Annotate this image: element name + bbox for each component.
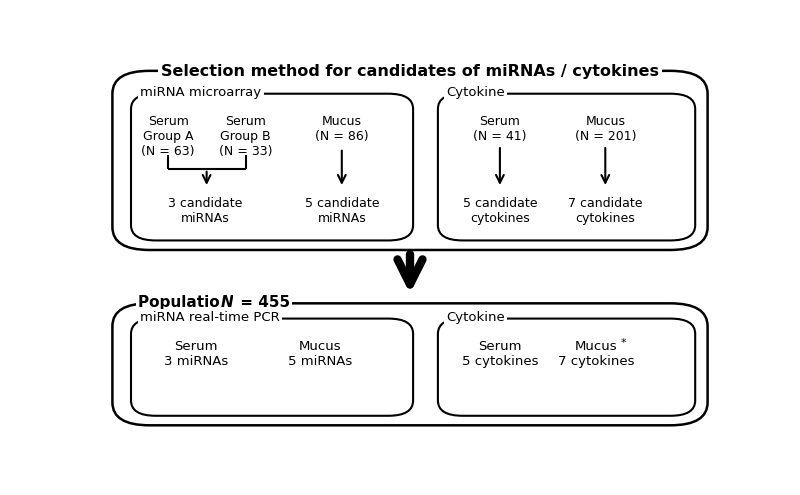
Text: N: N [221, 295, 234, 310]
Text: 5 candidate
cytokines: 5 candidate cytokines [462, 198, 537, 225]
Text: Serum
(N = 41): Serum (N = 41) [473, 115, 526, 143]
Text: 7 cytokines: 7 cytokines [558, 355, 634, 368]
Text: Population: Population [138, 295, 236, 310]
Text: *: * [621, 338, 626, 348]
Text: 7 candidate
cytokines: 7 candidate cytokines [568, 198, 642, 225]
Text: Mucus: Mucus [574, 340, 618, 352]
Text: = 455: = 455 [235, 295, 290, 310]
Text: Serum
Group A
(N = 63): Serum Group A (N = 63) [142, 115, 195, 158]
Text: Cytokine: Cytokine [446, 87, 505, 99]
Text: Serum
3 miRNAs: Serum 3 miRNAs [164, 340, 228, 368]
Text: miRNA microarray: miRNA microarray [140, 87, 262, 99]
Text: 3 candidate
miRNAs: 3 candidate miRNAs [168, 198, 242, 225]
Text: Mucus
(N = 201): Mucus (N = 201) [574, 115, 636, 143]
Text: Mucus
5 miRNAs: Mucus 5 miRNAs [288, 340, 352, 368]
Text: Serum
Group B
(N = 33): Serum Group B (N = 33) [219, 115, 273, 158]
Text: miRNA real-time PCR: miRNA real-time PCR [140, 311, 280, 324]
Text: Selection method for candidates of miRNAs / cytokines: Selection method for candidates of miRNA… [161, 64, 659, 80]
Text: Cytokine: Cytokine [446, 311, 505, 324]
Text: Serum
5 cytokines: Serum 5 cytokines [462, 340, 538, 368]
Text: 5 candidate
miRNAs: 5 candidate miRNAs [305, 198, 379, 225]
Text: Mucus
(N = 86): Mucus (N = 86) [315, 115, 369, 143]
